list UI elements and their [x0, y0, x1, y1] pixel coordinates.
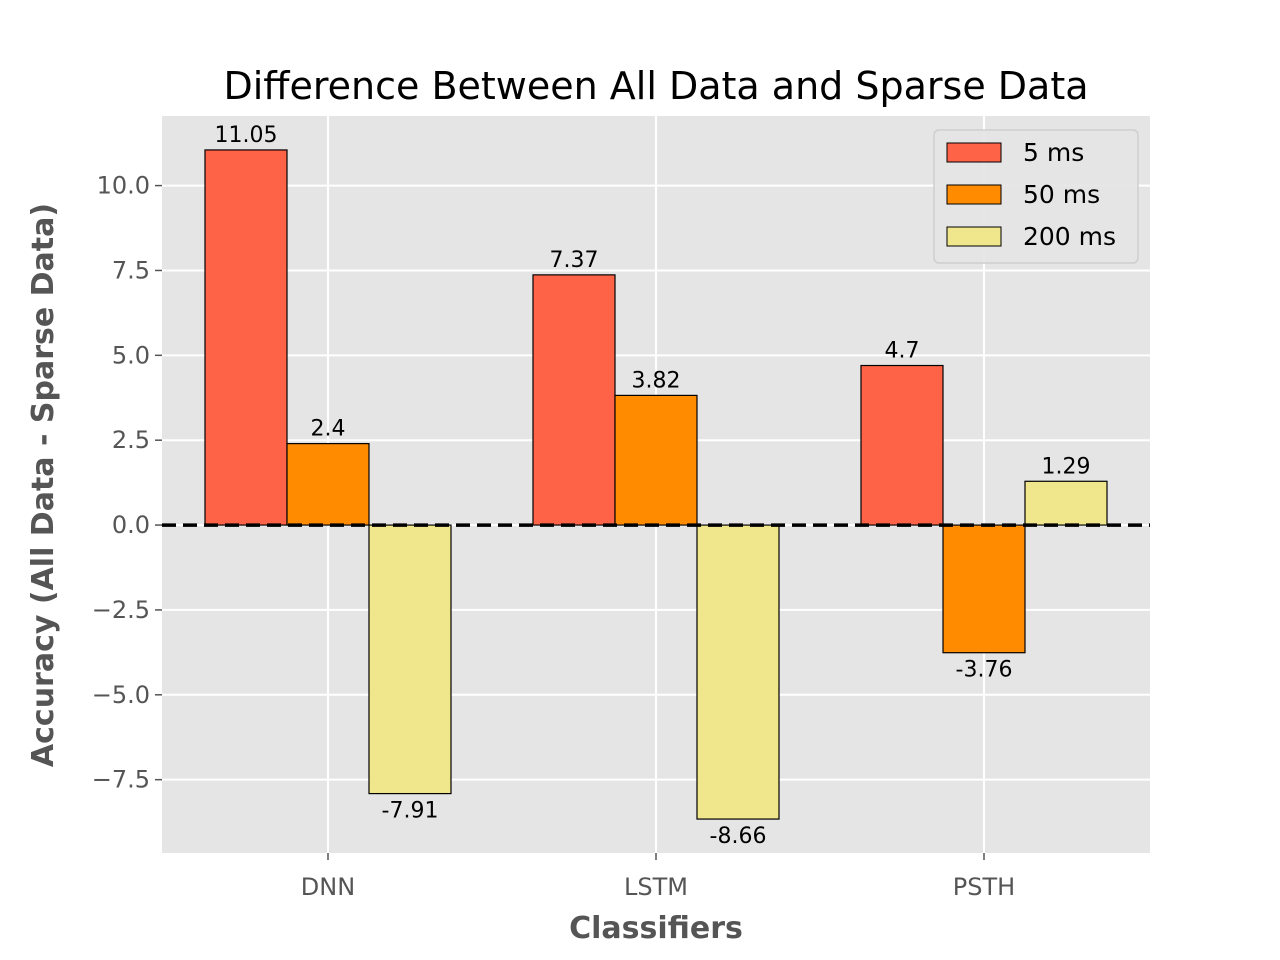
bar-value-label: -8.66: [710, 824, 767, 849]
chart-title: Difference Between All Data and Sparse D…: [223, 64, 1088, 108]
bars: [204, 149, 1108, 820]
bar-value-label: 7.37: [550, 248, 599, 273]
bar-value-label: 4.7: [885, 339, 920, 364]
bar: [860, 364, 944, 526]
legend-swatch: [946, 184, 1002, 205]
bar-value-label: 3.82: [632, 368, 681, 393]
legend-label: 5 ms: [1023, 138, 1084, 167]
y-axis-label: Accuracy (All Data - Sparse Data): [26, 203, 61, 767]
bar: [532, 274, 616, 526]
bar: [286, 442, 370, 526]
legend-swatch: [946, 142, 1002, 163]
y-tick-label: −5.0: [92, 681, 150, 709]
y-tick-label: −7.5: [92, 766, 150, 794]
y-tick-label: 5.0: [112, 341, 150, 369]
y-tick-label: 7.5: [112, 256, 150, 284]
x-tick-label: LSTM: [624, 873, 688, 901]
legend-label: 50 ms: [1023, 180, 1100, 209]
legend: 5 ms 50 ms 200 ms: [933, 129, 1139, 264]
x-axis-ticks: DNN LSTM PSTH: [301, 853, 1015, 901]
bar-value-label: 1.29: [1042, 454, 1091, 479]
bar-value-label: -3.76: [956, 658, 1013, 683]
bar-value-label: -7.91: [382, 799, 439, 824]
y-tick-label: 0.0: [112, 511, 150, 539]
bar-value-label: 2.4: [311, 417, 346, 442]
y-axis-ticks: −7.5 −5.0 −2.5 0.0 2.5 5.0 7.5 10.0: [92, 172, 162, 794]
bar: [696, 524, 780, 820]
y-tick-label: −2.5: [92, 596, 150, 624]
y-tick-label: 10.0: [97, 172, 150, 200]
bar-value-label: 11.05: [215, 123, 278, 148]
bar-value-labels: 11.05 7.37 4.7 2.4 3.82 -3.76 -7.91 -8.66 1.29: [215, 123, 1091, 849]
legend-label: 200 ms: [1023, 222, 1116, 251]
y-tick-label: 2.5: [112, 426, 150, 454]
legend-swatch: [946, 226, 1002, 247]
bar: [204, 149, 288, 526]
bar: [942, 524, 1026, 654]
x-axis-label: Classifiers: [569, 911, 743, 946]
bar: [1024, 480, 1108, 526]
x-tick-label: PSTH: [953, 873, 1015, 901]
x-tick-label: DNN: [301, 873, 355, 901]
bar: [614, 394, 698, 526]
bar: [368, 524, 452, 795]
